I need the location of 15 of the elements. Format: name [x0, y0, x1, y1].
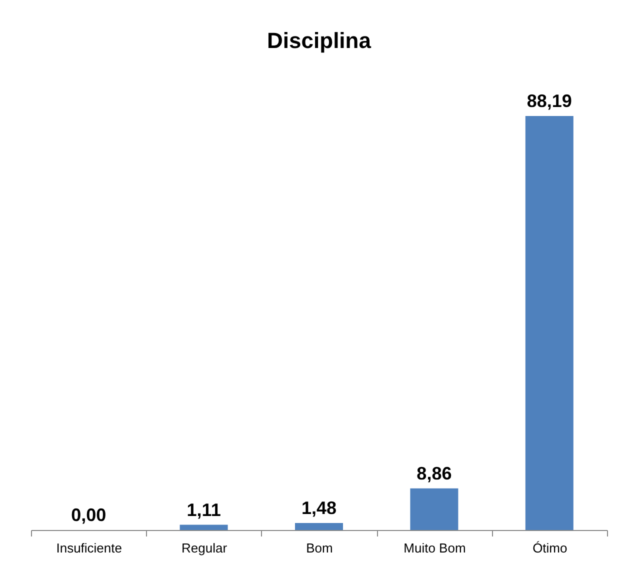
chart-title: Disciplina	[267, 28, 372, 53]
bar	[410, 488, 458, 530]
bar	[295, 523, 343, 530]
data-label: 8,86	[416, 463, 452, 484]
x-tick-label: Bom	[306, 540, 333, 556]
data-label: 1,11	[186, 500, 221, 520]
data-label: 1,48	[301, 498, 337, 518]
x-tick-label: Ótimo	[532, 540, 568, 556]
x-tick-label: Muito Bom	[404, 540, 466, 556]
data-label: 0,00	[71, 505, 106, 525]
bar	[525, 116, 574, 530]
bar	[180, 524, 228, 530]
x-tick-label: Insuficiente	[56, 540, 122, 556]
x-tick-label: Regular	[182, 540, 228, 556]
data-label: 88,19	[526, 91, 572, 111]
